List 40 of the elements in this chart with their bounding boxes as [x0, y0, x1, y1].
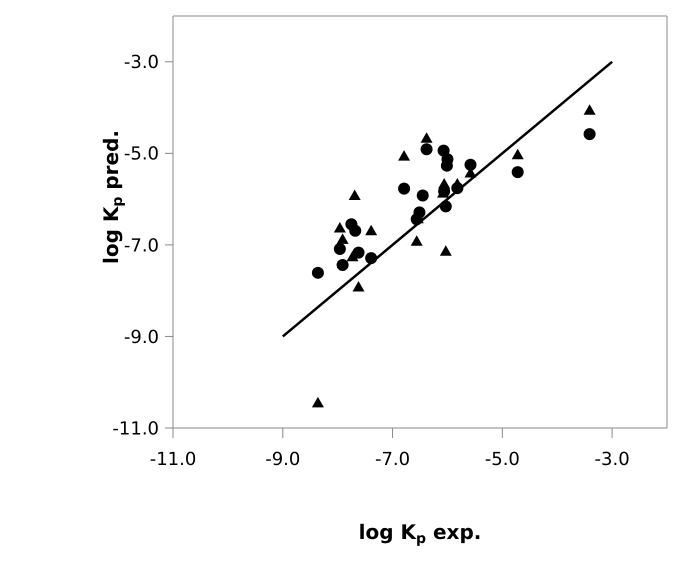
y-tick-label: -7.0	[124, 235, 159, 256]
point	[512, 148, 524, 160]
y-tick-label: -9.0	[124, 326, 159, 348]
point	[416, 189, 429, 202]
x-tick-label: -5.0	[484, 448, 520, 470]
point	[346, 250, 358, 262]
point	[365, 252, 378, 264]
point	[334, 243, 346, 256]
point	[312, 266, 324, 279]
point	[398, 150, 410, 161]
x-tick-label: -11.0	[150, 448, 196, 470]
point	[440, 245, 452, 256]
point	[398, 182, 410, 195]
point	[349, 224, 362, 237]
point	[352, 246, 365, 259]
point	[438, 144, 450, 157]
point	[464, 158, 476, 171]
x-tick-label: -7.0	[374, 448, 410, 470]
point	[420, 132, 433, 143]
point	[336, 259, 349, 272]
point	[451, 178, 464, 189]
point	[348, 189, 361, 200]
point	[312, 396, 324, 408]
point	[365, 224, 378, 236]
y-tick-label: -5.0	[124, 144, 159, 165]
point	[336, 233, 349, 244]
point	[410, 235, 423, 246]
point	[334, 222, 346, 232]
point	[584, 128, 596, 140]
y-tick-label: -11.0	[112, 418, 159, 440]
x-tick-label: -9.0	[265, 448, 300, 470]
point	[352, 281, 365, 292]
y-tick-label: -3.0	[124, 52, 159, 74]
x-tick-label: -3.0	[594, 448, 630, 470]
point	[512, 166, 524, 178]
point	[440, 200, 452, 212]
point	[438, 178, 450, 189]
point	[584, 104, 596, 115]
x-axis-title: log K$_{p}$ exp.	[358, 520, 482, 546]
point	[420, 143, 433, 156]
